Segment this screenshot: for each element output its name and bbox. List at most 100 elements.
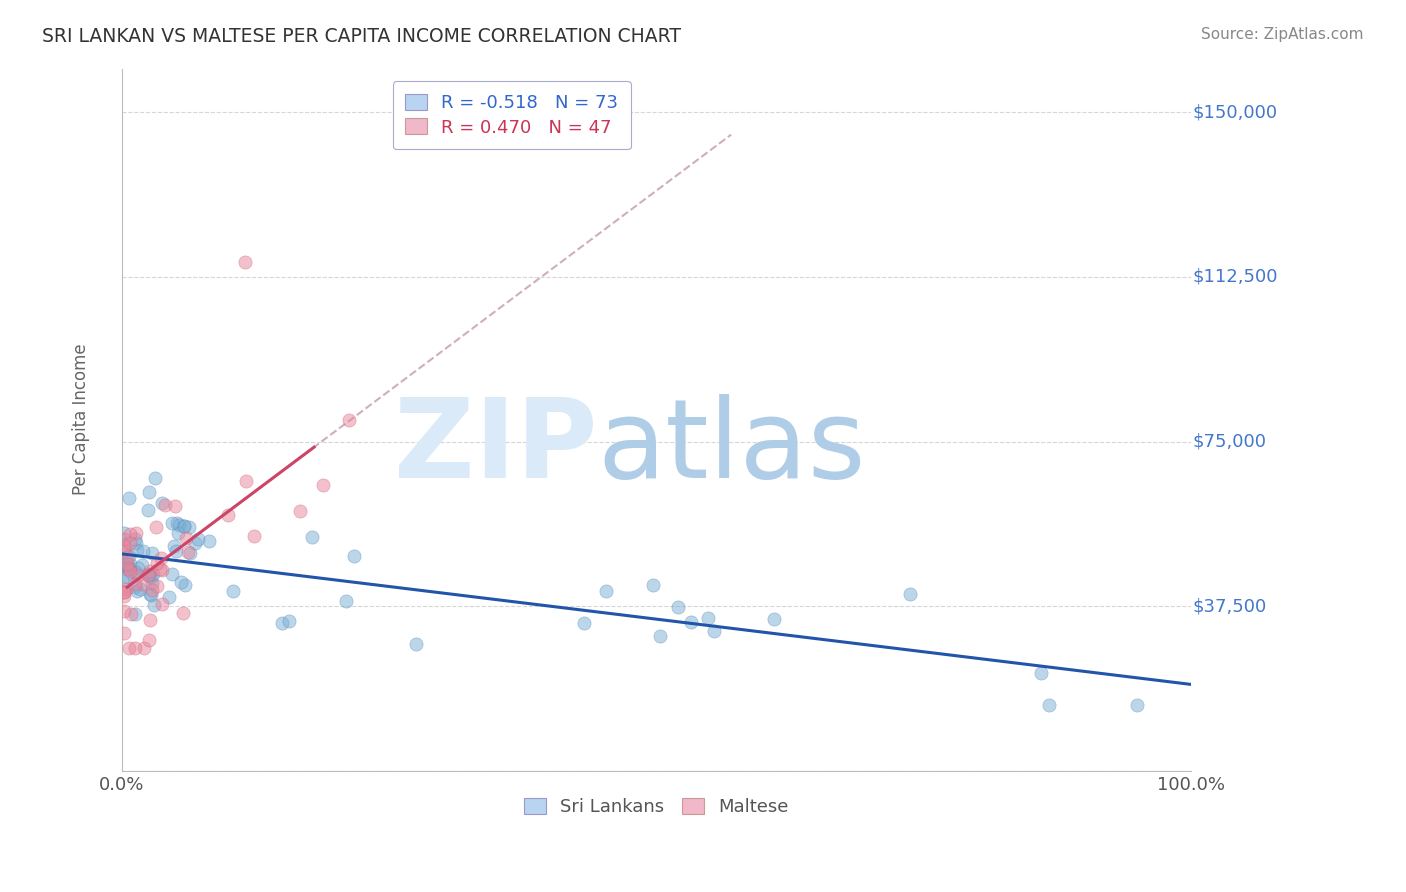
Point [128, 582, 150, 597]
Point [145, 556, 167, 570]
Point [762, 612, 785, 626]
Point [124, 640, 146, 655]
Point [131, 558, 153, 573]
Point [115, 549, 138, 564]
Point [1029, 665, 1052, 680]
Point [112, 542, 135, 557]
Point [243, 529, 266, 543]
Point [187, 532, 209, 546]
Point [117, 561, 139, 575]
Point [335, 593, 357, 607]
Point [139, 564, 162, 578]
Point [118, 640, 141, 655]
Point [301, 529, 323, 543]
Point [142, 566, 165, 581]
Point [235, 475, 257, 489]
Point [139, 588, 162, 602]
Point [139, 570, 162, 584]
Point [117, 557, 139, 571]
Point [127, 568, 149, 582]
Point [138, 568, 160, 582]
Point [165, 543, 187, 558]
Text: Per Capita Income: Per Capita Income [72, 343, 90, 495]
Point [112, 532, 135, 546]
Point [312, 478, 335, 492]
Point [139, 613, 162, 627]
Point [111, 553, 134, 567]
Point [138, 567, 160, 582]
Point [173, 578, 195, 592]
Point [149, 561, 172, 575]
Point [179, 520, 201, 534]
Point [176, 544, 198, 558]
Point [163, 499, 186, 513]
Point [278, 614, 301, 628]
Point [167, 525, 190, 540]
Text: $112,500: $112,500 [1192, 268, 1278, 286]
Point [112, 590, 135, 604]
Text: $75,000: $75,000 [1192, 433, 1267, 450]
Point [159, 590, 181, 604]
Point [233, 254, 256, 268]
Point [124, 532, 146, 546]
Point [1038, 698, 1060, 712]
Point [139, 587, 162, 601]
Point [703, 624, 725, 639]
Text: atlas: atlas [598, 394, 866, 501]
Point [117, 559, 139, 574]
Point [112, 585, 135, 599]
Point [172, 606, 194, 620]
Point [118, 549, 141, 564]
Point [112, 625, 135, 640]
Point [124, 566, 146, 580]
Point [118, 565, 141, 579]
Point [143, 471, 166, 485]
Point [141, 582, 163, 597]
Point [118, 536, 141, 550]
Point [118, 557, 141, 571]
Point [198, 533, 221, 548]
Legend: Sri Lankans, Maltese: Sri Lankans, Maltese [515, 789, 797, 825]
Point [150, 597, 173, 611]
Point [125, 536, 148, 550]
Point [179, 546, 201, 560]
Point [127, 584, 149, 599]
Point [176, 532, 198, 546]
Point [112, 526, 135, 541]
Point [146, 579, 169, 593]
Point [572, 616, 595, 631]
Point [136, 566, 159, 581]
Point [118, 491, 141, 506]
Point [167, 518, 190, 533]
Point [132, 544, 155, 558]
Point [666, 600, 689, 615]
Point [138, 633, 160, 648]
Point [136, 503, 159, 517]
Point [184, 535, 207, 549]
Point [124, 607, 146, 621]
Point [127, 561, 149, 575]
Point [145, 519, 167, 533]
Point [111, 558, 134, 572]
Point [125, 543, 148, 558]
Point [112, 604, 135, 618]
Point [288, 504, 311, 518]
Point [405, 637, 427, 651]
Point [696, 611, 718, 625]
Point [595, 584, 617, 599]
Point [163, 540, 186, 554]
Point [120, 527, 142, 541]
Point [141, 546, 163, 560]
Point [138, 484, 160, 499]
Point [112, 585, 135, 599]
Point [898, 587, 921, 601]
Point [115, 560, 138, 574]
Point [170, 574, 193, 589]
Point [160, 567, 183, 582]
Point [160, 516, 183, 531]
Point [173, 518, 195, 533]
Point [222, 583, 245, 598]
Text: ZIP: ZIP [394, 394, 598, 501]
Text: $150,000: $150,000 [1192, 103, 1278, 121]
Point [150, 563, 173, 577]
